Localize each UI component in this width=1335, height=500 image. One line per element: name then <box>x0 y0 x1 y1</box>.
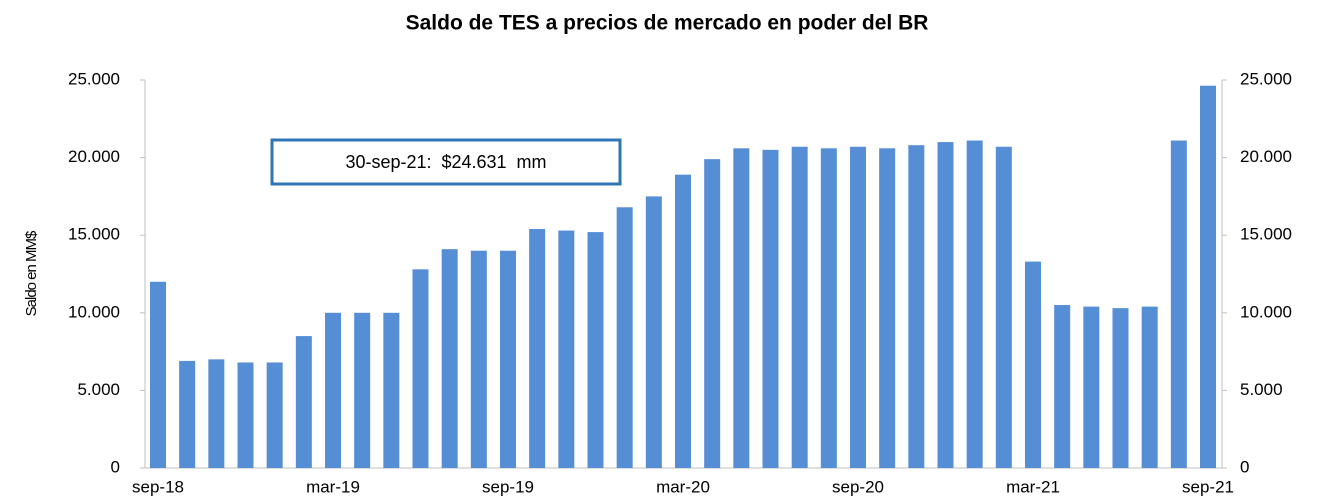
bar <box>500 250 516 468</box>
bar <box>441 249 458 468</box>
bar <box>1112 308 1129 468</box>
bar <box>966 140 983 468</box>
bar <box>791 146 808 468</box>
bar <box>558 230 575 468</box>
y-tick-label: 0 <box>1240 457 1249 476</box>
bar <box>1083 306 1100 468</box>
bar <box>150 281 166 468</box>
bar <box>208 359 225 468</box>
bar <box>1054 305 1071 468</box>
bar <box>1170 140 1187 468</box>
bar <box>645 196 662 468</box>
y-tick-label: 20.000 <box>1240 147 1292 166</box>
bar <box>850 146 866 468</box>
bar <box>879 148 896 468</box>
y-tick-label: 20.000 <box>68 147 120 166</box>
y-tick-label: 15.000 <box>1240 225 1292 244</box>
y-tick-label: 10.000 <box>1240 302 1292 321</box>
bar <box>587 232 604 468</box>
bar <box>1141 306 1158 468</box>
y-tick-label: 25.000 <box>1240 69 1292 88</box>
bar <box>733 148 750 468</box>
bar <box>995 146 1012 468</box>
bar <box>354 312 371 468</box>
x-tick-label: sep-21 <box>1182 477 1234 496</box>
bar <box>383 312 400 468</box>
bar <box>1200 85 1216 469</box>
annotation-box <box>270 138 622 186</box>
bar <box>1025 261 1041 468</box>
y-tick-label: 10.000 <box>68 302 120 321</box>
y-tick-label: 25.000 <box>68 69 120 88</box>
annotation: 30-sep-21: $24.631 mm <box>345 152 546 172</box>
chart-title: Saldo de TES a precios de mercado en pod… <box>406 12 929 35</box>
bar <box>470 250 487 468</box>
bar <box>937 142 954 468</box>
bar <box>616 207 633 468</box>
x-tick-label: mar-19 <box>306 477 360 496</box>
bar <box>675 174 691 468</box>
x-tick-label: sep-19 <box>482 477 534 496</box>
bar <box>412 269 429 468</box>
y-tick-label: 5.000 <box>1240 380 1283 399</box>
y-axis-title: Saldo en MM$ <box>23 230 40 316</box>
bar <box>179 360 196 468</box>
x-tick-label: mar-20 <box>656 477 710 496</box>
bar <box>908 145 925 468</box>
x-tick-label: sep-18 <box>132 477 184 496</box>
bar <box>237 362 254 468</box>
y-tick-label: 15.000 <box>68 225 120 244</box>
x-tick-label: sep-20 <box>832 477 884 496</box>
bar <box>529 228 546 468</box>
bar <box>820 148 837 468</box>
x-tick-label: mar-21 <box>1006 477 1060 496</box>
y-tick-label: 5.000 <box>77 380 120 399</box>
bar <box>295 336 312 468</box>
bar <box>266 362 283 468</box>
y-tick-label: 0 <box>111 457 120 476</box>
bar <box>704 159 721 469</box>
bar <box>762 149 779 468</box>
bar <box>325 312 341 468</box>
